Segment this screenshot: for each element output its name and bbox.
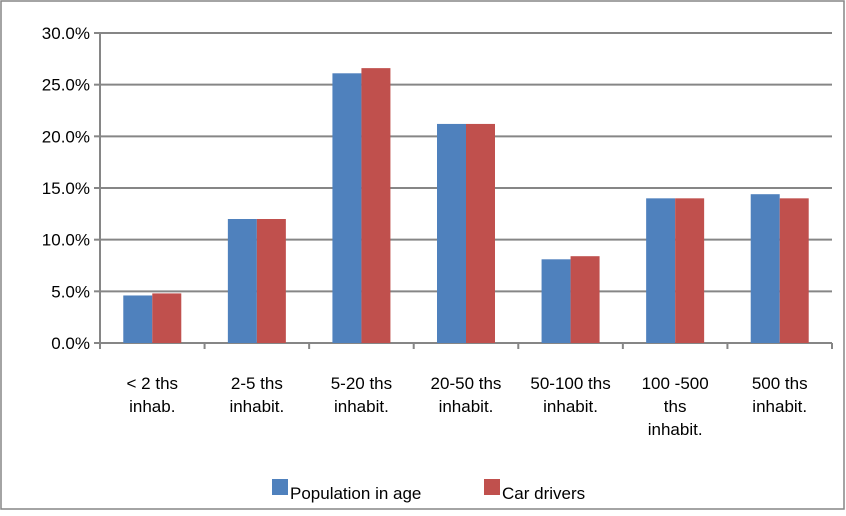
y-tick-label: 25.0%: [42, 76, 90, 95]
bar-population: [541, 259, 571, 343]
x-tick-label: ths: [664, 397, 687, 416]
y-tick-label: 10.0%: [42, 231, 90, 250]
legend-label-car-drivers: Car drivers: [502, 484, 585, 503]
x-tick-label: < 2 ths: [127, 374, 179, 393]
x-tick-label: inhab.: [129, 397, 175, 416]
x-tick-label: 20-50 ths: [431, 374, 502, 393]
legend-swatch-car-drivers: [484, 479, 500, 495]
bar-population: [123, 295, 153, 343]
x-tick-label: 5-20 ths: [331, 374, 392, 393]
y-tick-label: 30.0%: [42, 24, 90, 43]
legend-label-population: Population in age: [290, 484, 421, 503]
y-tick-label: 20.0%: [42, 127, 90, 146]
bar-population: [750, 194, 780, 343]
x-tick-label: inhabit.: [543, 397, 598, 416]
x-tick-label: 500 ths: [752, 374, 808, 393]
bar-car-drivers: [570, 256, 600, 343]
bar-car-drivers: [466, 123, 495, 343]
legend-swatch-population: [272, 479, 288, 495]
y-tick-labels: 0.0% 5.0% 10.0% 15.0% 20.0% 25.0% 30.0%: [42, 24, 90, 353]
bar-car-drivers: [779, 198, 809, 343]
x-tick-label: inhabit.: [334, 397, 389, 416]
x-tick-label: inhabit.: [229, 397, 284, 416]
bar-population: [332, 73, 362, 344]
bars: [123, 68, 809, 344]
bar-car-drivers: [675, 198, 705, 343]
x-tick-label: 2-5 ths: [231, 374, 283, 393]
x-tick-label: inhabit.: [752, 397, 807, 416]
x-tick-label: inhabit.: [439, 397, 494, 416]
y-tick-label: 0.0%: [51, 334, 90, 353]
x-tick-label: 100 -500: [642, 374, 709, 393]
bar-population: [646, 198, 676, 343]
legend: Population in age Car drivers: [272, 479, 585, 503]
y-tick-label: 5.0%: [51, 282, 90, 301]
x-tick-labels: < 2 ths inhab. 2-5 ths inhabit. 5-20 ths inha…: [127, 374, 808, 439]
x-tick-label: inhabit.: [648, 420, 703, 439]
y-tick-label: 15.0%: [42, 179, 90, 198]
bar-population: [437, 123, 466, 343]
bar-population: [227, 219, 257, 343]
x-tick-label: 50-100 ths: [530, 374, 610, 393]
bar-car-drivers: [152, 293, 182, 343]
bar-car-drivers: [361, 68, 391, 343]
bar-car-drivers: [256, 219, 286, 343]
